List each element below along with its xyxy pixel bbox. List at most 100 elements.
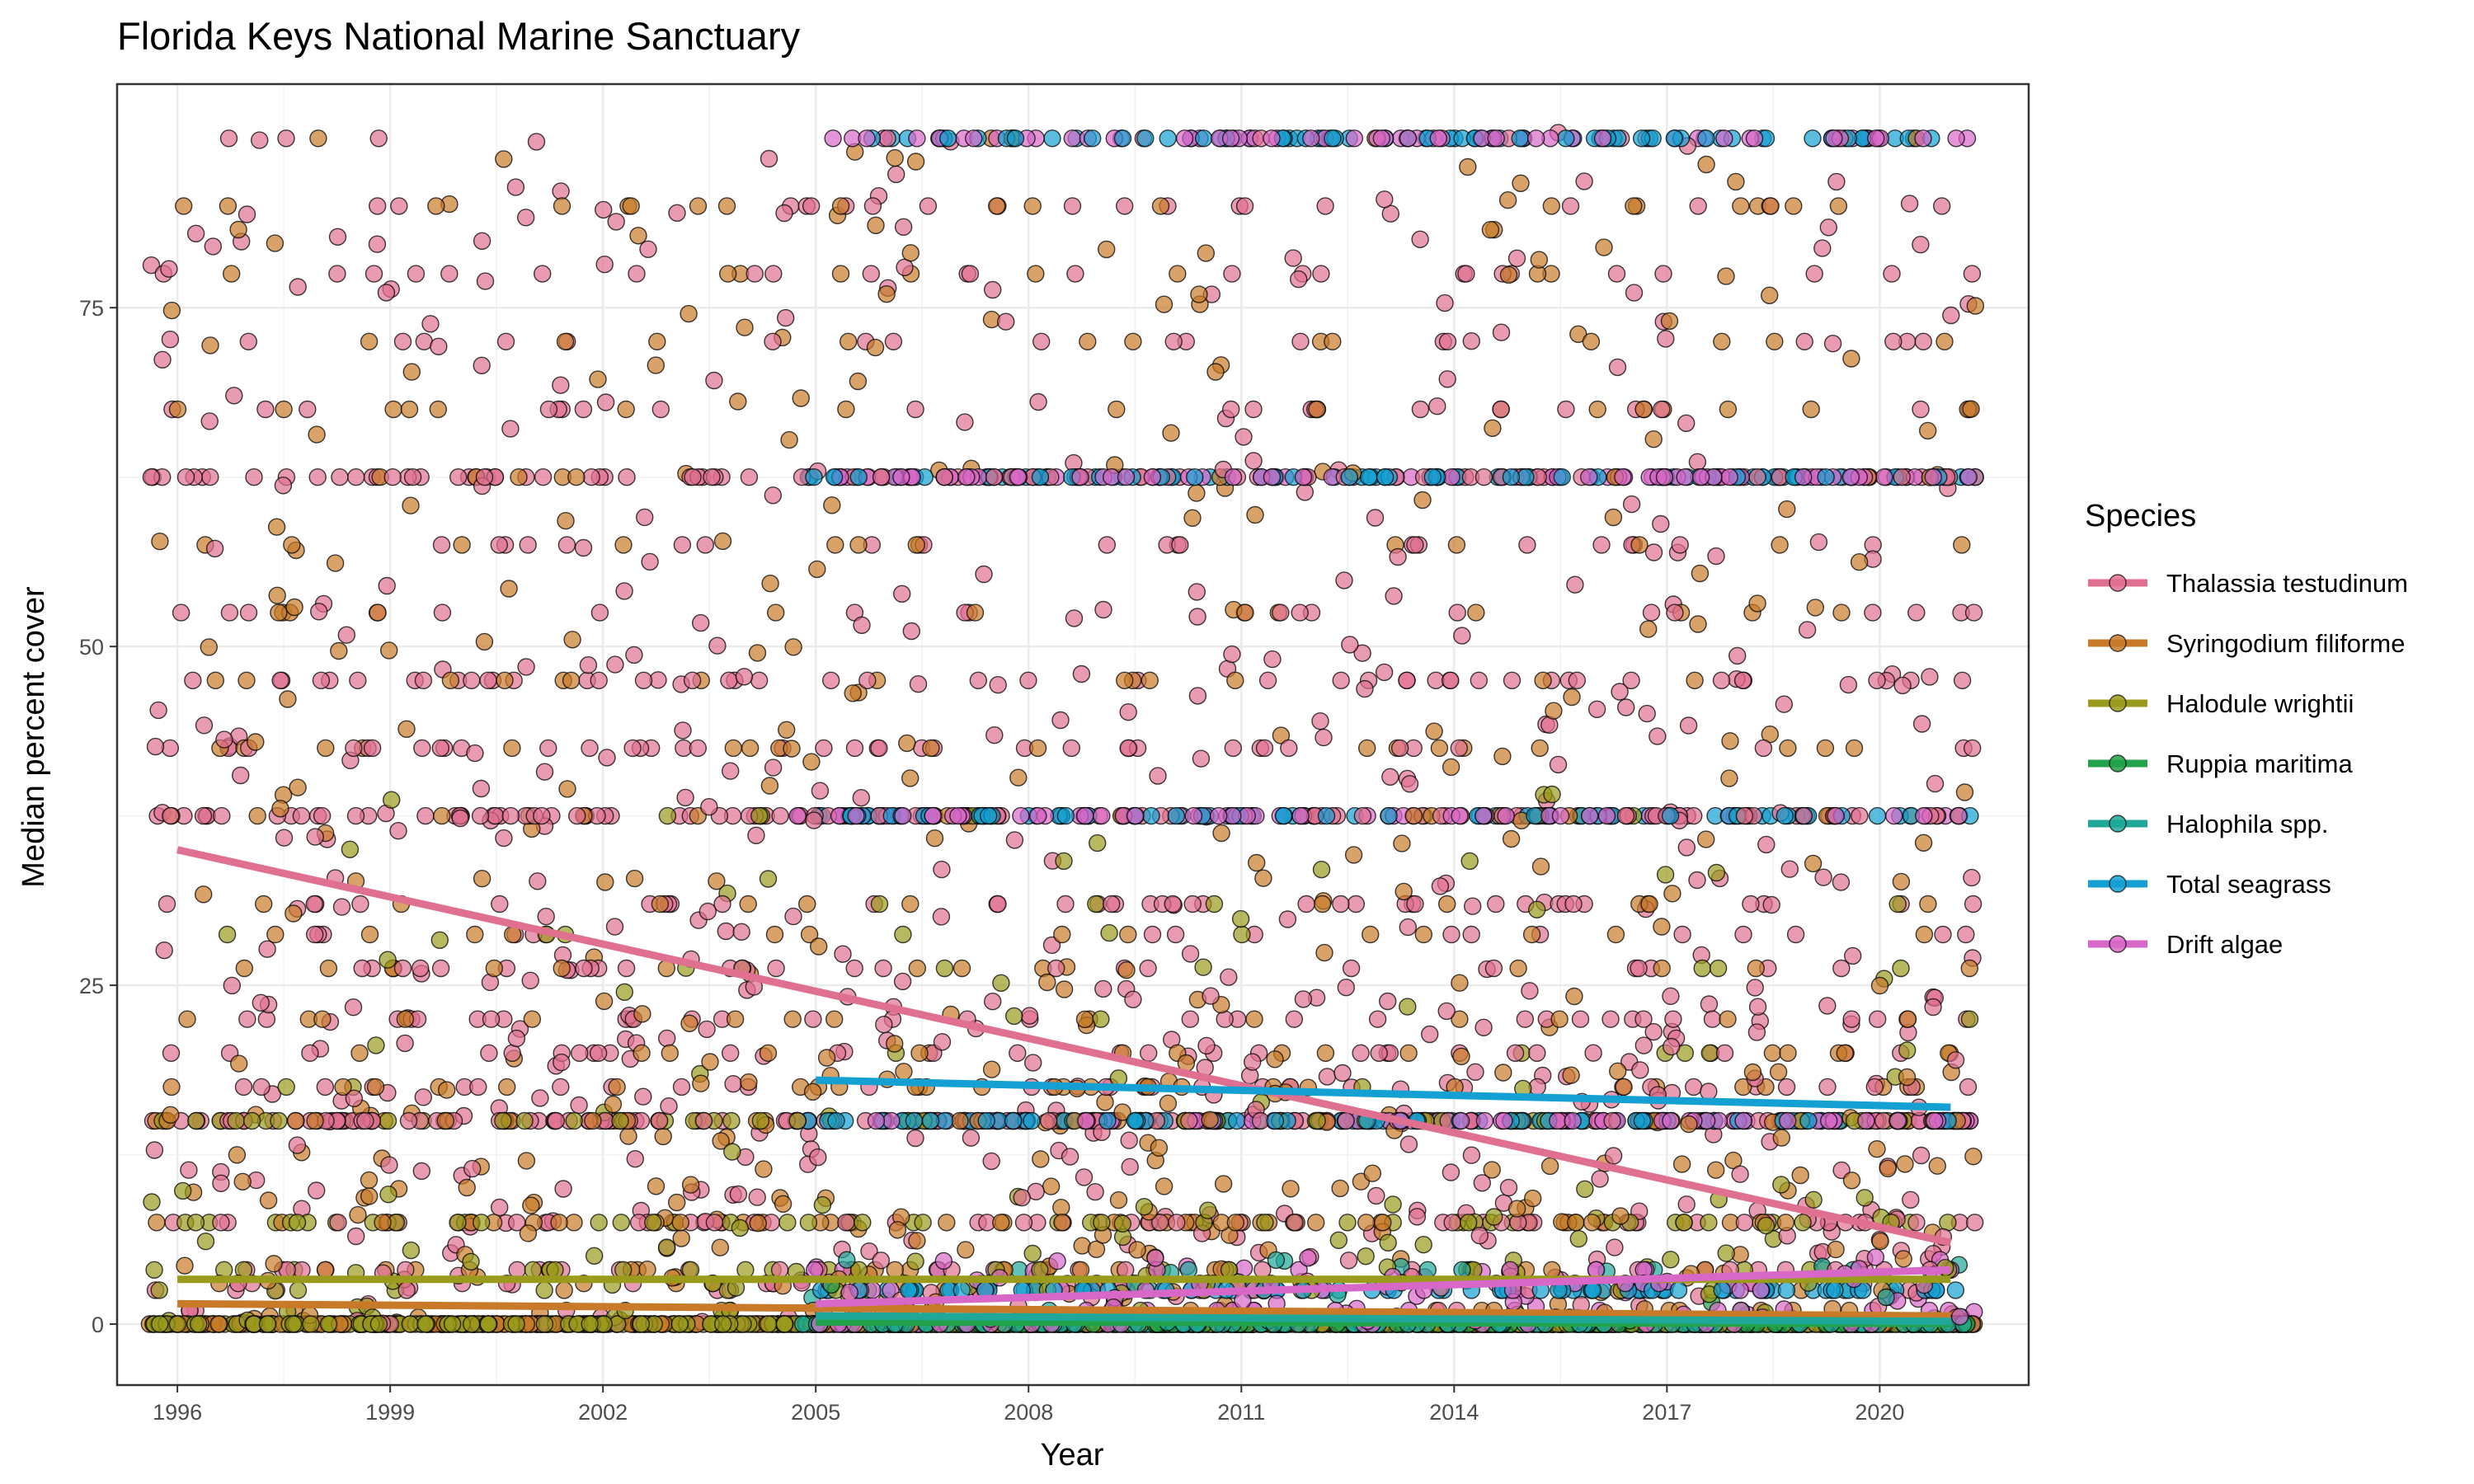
- data-point: [1206, 363, 1225, 381]
- data-point: [934, 1252, 953, 1270]
- data-point: [1673, 925, 1691, 944]
- data-point: [1093, 806, 1111, 825]
- data-point: [1487, 129, 1505, 148]
- data-point: [1677, 838, 1696, 857]
- data-point: [1696, 830, 1715, 848]
- data-point: [895, 1063, 913, 1081]
- data-point: [648, 332, 666, 350]
- data-point: [1180, 1111, 1198, 1130]
- data-point: [1151, 197, 1170, 215]
- data-point: [1075, 1010, 1094, 1029]
- data-point: [312, 671, 331, 689]
- data-point: [239, 332, 257, 350]
- data-point: [308, 468, 327, 486]
- data-point: [1553, 468, 1571, 486]
- data-point: [402, 496, 420, 514]
- data-point: [225, 387, 243, 405]
- data-point: [1443, 1214, 1461, 1232]
- data-point: [1827, 806, 1845, 825]
- data-point: [1832, 603, 1851, 622]
- data-point: [186, 224, 205, 242]
- data-point: [1205, 895, 1224, 913]
- data-point: [168, 400, 187, 419]
- data-point: [567, 468, 586, 486]
- data-point: [1502, 468, 1521, 486]
- data-point: [847, 806, 865, 825]
- data-point: [1048, 1252, 1066, 1270]
- data-point: [705, 1214, 724, 1232]
- data-point: [892, 468, 910, 486]
- legend-item-total-seagrass: Total seagrass: [2088, 870, 2331, 899]
- data-point: [1297, 895, 1315, 913]
- data-point: [1616, 698, 1635, 716]
- data-point: [1072, 665, 1091, 683]
- data-point: [713, 895, 731, 913]
- data-point: [1843, 946, 1862, 965]
- data-point: [1462, 1146, 1481, 1164]
- data-point: [1625, 197, 1643, 215]
- data-point: [1622, 495, 1641, 514]
- data-point: [590, 603, 609, 622]
- data-point: [1233, 925, 1251, 944]
- data-point: [429, 400, 447, 419]
- data-point: [745, 265, 764, 283]
- data-point: [1679, 716, 1698, 735]
- data-point: [1459, 1214, 1478, 1232]
- data-point: [574, 400, 593, 419]
- data-point: [235, 959, 253, 978]
- data-point: [345, 739, 363, 758]
- data-point: [1190, 285, 1208, 303]
- data-point: [985, 726, 1004, 744]
- data-point: [1167, 806, 1186, 825]
- data-point: [1453, 627, 1471, 645]
- data-point: [1181, 1010, 1200, 1028]
- data-point: [1540, 1157, 1559, 1176]
- data-point: [1518, 536, 1536, 554]
- data-point: [849, 468, 868, 486]
- data-point: [1379, 1233, 1397, 1252]
- data-point: [1316, 197, 1334, 215]
- data-point: [1593, 129, 1612, 148]
- data-point: [1097, 240, 1116, 259]
- data-point: [1224, 739, 1243, 758]
- data-point: [878, 129, 896, 148]
- data-point: [458, 1178, 476, 1197]
- data-point: [1814, 868, 1832, 886]
- data-point: [380, 641, 398, 660]
- data-point: [242, 1111, 261, 1130]
- data-point: [813, 1195, 832, 1214]
- data-point: [1431, 877, 1450, 895]
- data-point: [1473, 1174, 1492, 1192]
- data-point: [1715, 1044, 1734, 1063]
- legend-label: Syringodium filiforme: [2166, 629, 2405, 658]
- data-point: [402, 1241, 421, 1260]
- data-point: [1720, 769, 1738, 787]
- data-point: [1484, 1208, 1503, 1226]
- data-point: [565, 1214, 583, 1232]
- data-point: [534, 468, 553, 486]
- data-point: [557, 512, 575, 530]
- data-point: [1255, 739, 1274, 758]
- data-point: [1549, 1111, 1567, 1130]
- data-point: [1467, 603, 1485, 622]
- data-point: [1344, 846, 1363, 864]
- data-point: [266, 234, 285, 252]
- x-tick-label: 2017: [1642, 1400, 1691, 1425]
- data-point: [1404, 806, 1423, 825]
- data-point: [160, 260, 178, 278]
- data-point: [313, 1010, 332, 1028]
- data-point: [1898, 1041, 1917, 1059]
- data-point: [589, 1044, 608, 1063]
- data-point: [1662, 1037, 1681, 1056]
- data-point: [1183, 895, 1202, 913]
- data-point: [1816, 739, 1835, 758]
- data-point: [722, 1044, 740, 1063]
- data-point: [1398, 671, 1416, 689]
- data-point: [1414, 925, 1433, 944]
- data-point: [639, 240, 657, 258]
- data-point: [1212, 824, 1230, 843]
- data-point: [1717, 267, 1735, 285]
- data-point: [1611, 683, 1629, 701]
- data-point: [1588, 400, 1606, 419]
- data-point: [1747, 959, 1766, 978]
